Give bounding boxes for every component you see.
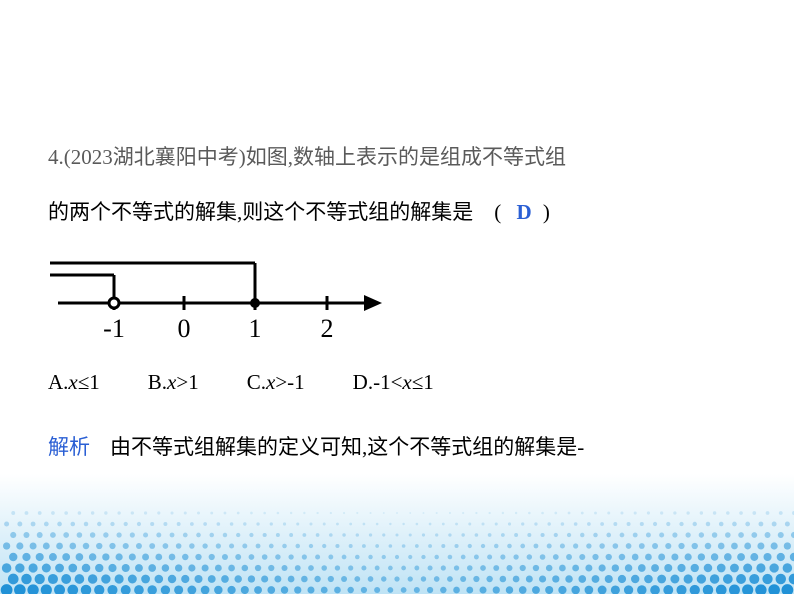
option-c: C.x>-1	[247, 364, 305, 402]
option-b: B.x>1	[148, 364, 199, 402]
explanation-line-1: 解析由不等式组解集的定义可知,这个不等式组的解集是-	[48, 420, 746, 475]
options-row: A.x≤1 B.x>1 C.x>-1 D.-1<x≤1	[48, 364, 746, 402]
option-a: A.x≤1	[48, 364, 100, 402]
answer-letter: D	[517, 200, 532, 224]
question-line-2: 的两个不等式的解集,则这个不等式组的解集是 ( D )	[48, 185, 746, 240]
question-source: (2023湖北襄阳中考)	[64, 145, 246, 169]
paren-open: (	[494, 200, 501, 224]
question-line-1: 4.(2023湖北襄阳中考)如图,数轴上表示的是组成不等式组	[48, 130, 746, 185]
question-number: 4.	[48, 145, 64, 169]
number-line-svg: -1 0 1 2	[48, 245, 398, 353]
explanation-label: 解析	[48, 435, 90, 459]
page-content: 4.(2023湖北襄阳中考)如图,数轴上表示的是组成不等式组 的两个不等式的解集…	[0, 0, 794, 529]
number-line-diagram: -1 0 1 2	[48, 245, 746, 358]
svg-text:0: 0	[178, 314, 191, 343]
explanation-text-1: 由不等式组解集的定义可知,这个不等式组的解集是-	[110, 435, 584, 459]
option-d: D.-1<x≤1	[353, 364, 434, 402]
svg-text:1: 1	[249, 314, 262, 343]
explanation-line-2: 1<x≤1,故选D.	[48, 475, 746, 530]
paren-close: )	[543, 200, 550, 224]
question-prompt-2: 的两个不等式的解集,则这个不等式组的解集是	[48, 200, 473, 224]
svg-text:2: 2	[321, 314, 334, 343]
svg-text:-1: -1	[103, 314, 125, 343]
question-prompt-1: 如图,数轴上表示的是组成不等式组	[246, 145, 566, 169]
